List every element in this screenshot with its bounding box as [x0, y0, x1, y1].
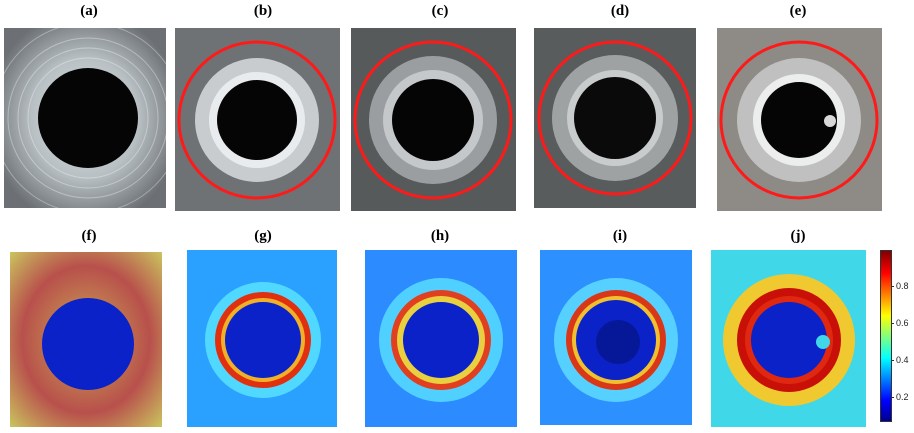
micrograph-c [351, 28, 516, 211]
panel-label-f: (f) [81, 228, 97, 244]
colorbar-tickmark [891, 397, 894, 398]
panel-label-h: (h) [430, 228, 450, 244]
colorbar-tickmark [891, 360, 894, 361]
colorbar-tick-label: 0.6 [896, 318, 909, 328]
micrograph-b [175, 28, 340, 211]
heatmap-h [365, 250, 517, 427]
panel-label-c: (c) [431, 3, 449, 19]
highlight-circle-e [719, 40, 879, 200]
panel-label-d: (d) [610, 3, 630, 19]
colorbar [880, 250, 892, 422]
heatmap-g [187, 250, 337, 427]
micrograph-e [717, 28, 882, 211]
panel-label-g: (g) [254, 228, 272, 244]
panel-label-e: (e) [789, 3, 807, 19]
highlight-circle-c [353, 40, 513, 200]
micrograph-d [534, 28, 696, 208]
heatmap-f [10, 252, 162, 427]
heatmap-j [711, 250, 866, 427]
panel-label-j: (j) [790, 228, 806, 244]
panel-label-i: (i) [612, 228, 628, 244]
highlight-circle-b [177, 40, 337, 200]
highlight-circle-d [537, 40, 693, 196]
panel-label-b: (b) [253, 3, 273, 19]
colorbar-tickmark [891, 286, 894, 287]
colorbar-tick-label: 0.4 [896, 355, 909, 365]
colorbar-tick-label: 0.8 [896, 281, 909, 291]
colorbar-tick-label: 0.2 [896, 392, 909, 402]
micrograph-a [4, 28, 166, 208]
panel-label-a: (a) [80, 3, 98, 19]
heatmap-i [540, 250, 692, 425]
colorbar-tickmark [891, 323, 894, 324]
